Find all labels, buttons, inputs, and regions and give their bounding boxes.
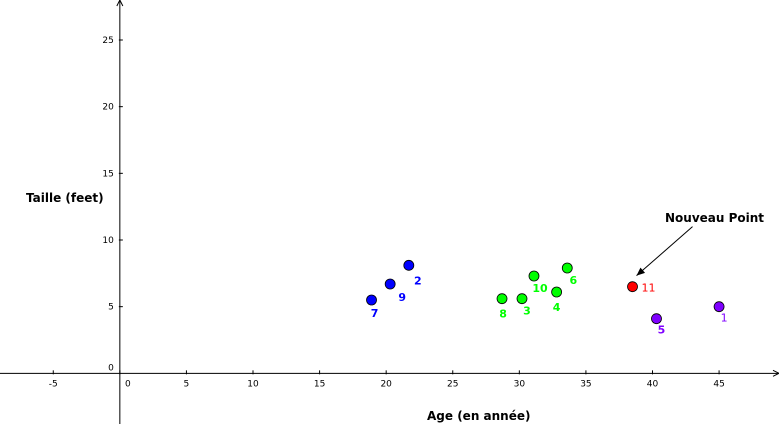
data-point-7 (366, 294, 377, 306)
data-point-3 (516, 293, 528, 305)
x-axis-label: Age (en année) (427, 409, 531, 423)
data-point-2 (403, 259, 415, 271)
x-axis-arrow (772, 369, 779, 377)
data-point-1 (713, 301, 725, 313)
x-tick-label: 0 (125, 379, 131, 389)
x-tick-label: 25 (447, 379, 458, 389)
annotation-arrow-line (636, 226, 693, 277)
x-ticks: -5 0 5 10 15 20 25 30 35 40 45 (49, 370, 725, 389)
y-tick-label: 15 (102, 169, 113, 179)
data-label-4: 4 (553, 301, 561, 314)
annotations (636, 226, 693, 277)
data-label-5: 5 (658, 324, 666, 337)
y-tick-label: 20 (102, 103, 114, 113)
data-label-10: 10 (532, 282, 548, 295)
y-tick-label: 5 (108, 303, 114, 313)
annotation-nouveau-point: Nouveau Point (665, 211, 765, 225)
data-label-11: 11 (642, 282, 656, 295)
data-label-2: 2 (414, 274, 422, 287)
data-label-9: 9 (398, 291, 406, 304)
y-tick-label: 10 (102, 236, 114, 246)
x-tick-label: 10 (247, 379, 259, 389)
x-tick-label: 35 (580, 379, 591, 389)
y-tick-label: 0 (108, 363, 114, 373)
y-axis-label: Taille (feet) (26, 191, 104, 205)
x-tick-label: 30 (514, 379, 526, 389)
x-tick-label: -5 (49, 379, 58, 389)
x-tick-label: 45 (713, 379, 724, 389)
data-point-4 (551, 286, 563, 298)
x-tick-label: 20 (380, 379, 392, 389)
y-axis-arrow (116, 0, 124, 7)
y-ticks: 0 5 10 15 20 25 (102, 36, 123, 373)
x-tick-label: 40 (647, 379, 659, 389)
y-tick-label: 25 (102, 36, 113, 46)
data-label-6: 6 (569, 274, 577, 287)
data-point-6 (561, 262, 573, 274)
data-point-9 (384, 278, 396, 290)
annotation-arrow-head (636, 267, 646, 276)
data-points: 1 2 3 4 5 6 7 8 9 10 11 (366, 259, 728, 337)
data-point-8 (496, 293, 508, 305)
data-label-1: 1 (721, 312, 728, 325)
data-point-5 (651, 313, 662, 325)
data-label-3: 3 (523, 305, 531, 318)
data-label-8: 8 (499, 308, 507, 321)
data-point-10 (528, 270, 540, 282)
data-label-7: 7 (371, 307, 379, 320)
x-tick-label: 15 (314, 379, 325, 389)
data-point-11 (627, 281, 638, 293)
x-tick-label: 5 (184, 379, 190, 389)
